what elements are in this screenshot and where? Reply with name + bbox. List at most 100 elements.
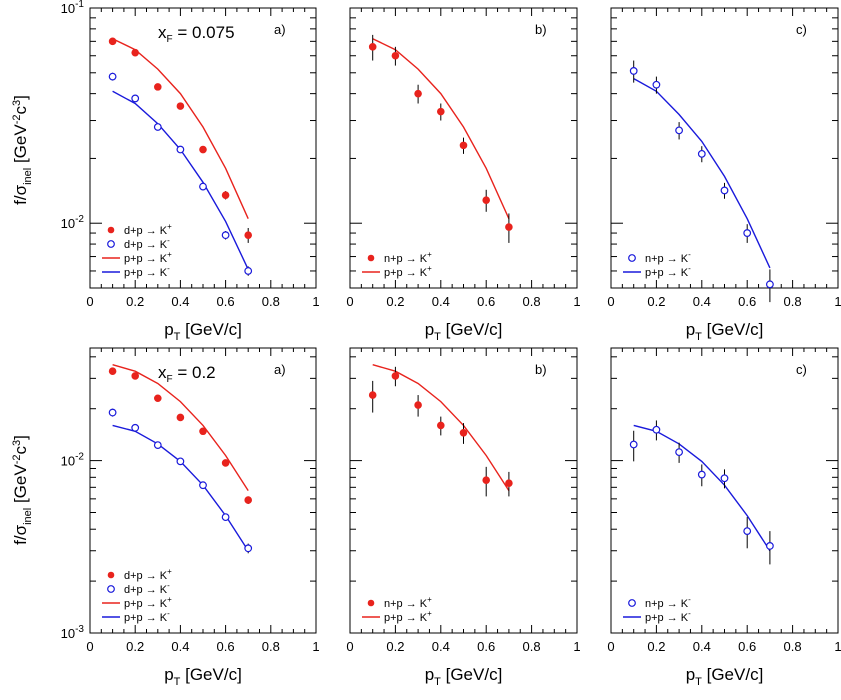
data-point-filled <box>154 394 162 403</box>
y-tick-label: 10-2 <box>61 452 85 469</box>
x-axis-title-p: p <box>164 665 173 684</box>
data-point-open <box>697 470 706 479</box>
x-axis-title-sub: T <box>695 676 702 688</box>
data-point-open <box>199 481 207 490</box>
y-axis-title-main: f/σ <box>11 184 30 204</box>
x-axis-title-unit: [GeV/c] <box>441 665 502 684</box>
plot-frame <box>349 347 578 634</box>
x-tick-label: 0.4 <box>432 294 450 309</box>
y-axis-title-exp2: 3 <box>11 100 23 106</box>
legend-marker-filled <box>367 599 375 607</box>
x-tick-label: 0.2 <box>386 294 404 309</box>
x-tick-label: 0.6 <box>477 639 495 654</box>
x-tick-label: 0.2 <box>126 294 144 309</box>
model-curve-blue <box>633 77 771 269</box>
legend-label: p+p → K- <box>645 264 691 279</box>
legend-superscript: + <box>167 595 172 604</box>
legend-label: n+p → K- <box>645 250 691 265</box>
data-point-open <box>221 513 230 522</box>
legend-label: p+p → K- <box>124 264 170 279</box>
legend-text: d+p → K <box>124 584 168 596</box>
legend-entry: p+p → K+ <box>102 595 172 610</box>
model-curve-red <box>112 364 249 491</box>
x-tick-label: 0 <box>86 639 93 654</box>
x-axis-title-unit: [GeV/c] <box>702 665 763 684</box>
data-point-filled <box>244 231 252 239</box>
x-axis-title-unit: [GeV/c] <box>180 665 241 684</box>
legend-entry: p+p → K- <box>102 609 170 624</box>
legend-superscript: + <box>167 222 172 231</box>
xf-subscript: F <box>167 34 173 45</box>
data-point-filled <box>391 372 400 380</box>
panel-3: 0 0.2 0.4 0.6 0.8 1c)n+p → K-p+p → K- <box>607 7 841 309</box>
legend-label: d+p → K- <box>124 236 170 251</box>
x-tick-label: 0.8 <box>262 294 280 309</box>
legend-superscript: - <box>167 581 170 590</box>
legend-entry: p+p → K- <box>623 609 691 624</box>
x-axis-title-unit: [GeV/c] <box>180 320 241 339</box>
legend-superscript: - <box>688 609 691 618</box>
x-axis-title-unit: [GeV/c] <box>702 320 763 339</box>
legend-entry: d+p → K- <box>107 581 170 596</box>
x-tick-label: 0 <box>607 639 614 654</box>
xf-value: = 0.075 <box>173 23 235 42</box>
legend-superscript: - <box>167 264 170 273</box>
y-tick-label: 10-1 <box>61 0 85 16</box>
xf-symbol: x <box>158 23 167 42</box>
legend-text: d+p → K <box>124 225 168 237</box>
x-axis-title-sub: T <box>174 676 181 688</box>
x-axis-title-sub: T <box>434 676 441 688</box>
data-point-filled <box>505 479 513 487</box>
y-axis-title: f/σinel [GeV-2c3] <box>11 95 34 205</box>
model-curve-red <box>112 38 249 219</box>
y-axis-title: f/σinel [GeV-2c3] <box>11 435 34 545</box>
legend-entry: p+p → K+ <box>362 609 432 624</box>
data-point-open <box>697 149 706 158</box>
legend-entry: d+p → K+ <box>107 222 172 237</box>
x-tick-label: 1 <box>312 294 319 309</box>
legend-text: p+p → K <box>384 267 428 279</box>
y-axis-title-sub: inel <box>22 508 34 525</box>
x-tick-label: 0.4 <box>171 294 189 309</box>
x-tick-label: 0 <box>346 294 353 309</box>
data-point-open <box>176 145 185 154</box>
x-tick-label: 0.6 <box>477 294 495 309</box>
x-axis-title-sub: T <box>174 331 181 343</box>
data-point-filled <box>199 427 207 436</box>
data-point-filled <box>391 51 400 60</box>
y-tick-base: 10 <box>61 626 75 641</box>
legend-label: n+p → K- <box>645 595 691 610</box>
legend-superscript: + <box>427 609 432 618</box>
data-point-filled <box>244 496 252 504</box>
y-axis-title-c: c <box>11 446 30 455</box>
legend-marker-open <box>107 240 115 248</box>
legend-text: p+p → K <box>384 612 428 624</box>
legend-entry: d+p → K+ <box>107 567 172 582</box>
data-point-filled <box>176 413 185 422</box>
legend-marker-filled <box>107 226 115 234</box>
legend-entry: n+p → K- <box>628 250 691 265</box>
legend-text: p+p → K <box>124 267 168 279</box>
data-point-open <box>629 67 638 75</box>
legend-label: d+p → K+ <box>124 222 172 237</box>
plot-frame <box>610 7 839 289</box>
legend-marker-open <box>628 254 636 262</box>
panel-2: 0 0.2 0.4 0.6 0.8 1b)n+p → K+p+p → K+ <box>346 7 581 309</box>
x-axis-title-p: p <box>686 320 695 339</box>
x-axis-title: pT [GeV/c] <box>425 665 503 688</box>
data-point-open <box>766 542 774 550</box>
data-point-open <box>720 474 729 483</box>
data-point-open <box>153 123 162 131</box>
x-axis-title-p: p <box>425 665 434 684</box>
data-point-open <box>108 72 117 81</box>
legend-superscript: + <box>427 264 432 273</box>
data-point-open <box>131 423 140 432</box>
data-point-open <box>652 80 661 89</box>
plot-frame <box>610 347 839 634</box>
data-point-filled <box>221 191 230 199</box>
data-point-open <box>675 448 683 457</box>
xf-symbol: x <box>158 363 167 382</box>
data-point-filled <box>176 102 185 110</box>
legend-superscript: + <box>167 567 172 576</box>
legend-entry: n+p → K- <box>628 595 691 610</box>
